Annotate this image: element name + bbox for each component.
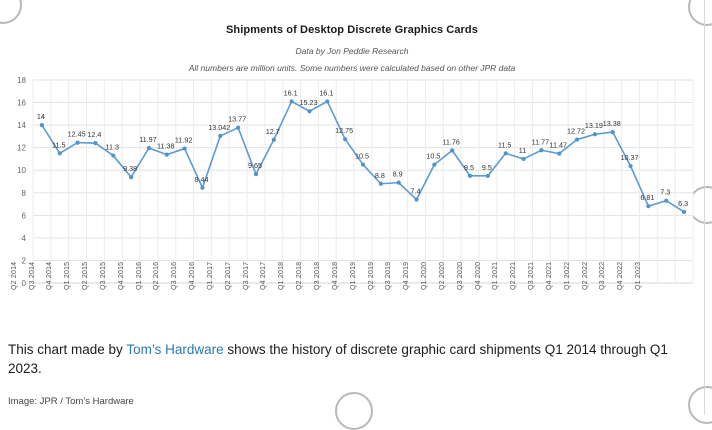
svg-text:8.44: 8.44: [194, 175, 208, 184]
caption-text-before: This chart made by: [8, 342, 127, 357]
svg-text:12.7: 12.7: [266, 127, 280, 136]
svg-text:7.4: 7.4: [411, 187, 421, 196]
toms-hardware-link[interactable]: Tom’s Hardware: [126, 342, 224, 357]
svg-text:11.92: 11.92: [175, 136, 192, 145]
svg-text:11.5: 11.5: [52, 140, 65, 149]
svg-text:14: 14: [17, 121, 26, 130]
svg-text:8.8: 8.8: [375, 171, 385, 180]
decorative-arc-bottom-center: [335, 392, 373, 430]
svg-text:11.97: 11.97: [139, 135, 156, 144]
svg-text:11: 11: [519, 146, 526, 155]
caption: This chart made by Tom’s Hardware shows …: [8, 340, 668, 378]
svg-text:11.77: 11.77: [532, 137, 549, 146]
svg-text:6: 6: [22, 211, 27, 220]
svg-text:12.45: 12.45: [68, 130, 86, 139]
svg-text:10.5: 10.5: [355, 152, 369, 161]
svg-text:16: 16: [17, 99, 26, 108]
svg-text:9.65: 9.65: [248, 161, 262, 170]
svg-text:12.4: 12.4: [87, 130, 101, 139]
svg-text:12.75: 12.75: [335, 126, 353, 135]
svg-text:13.042: 13.042: [208, 123, 230, 132]
svg-text:9.38: 9.38: [123, 164, 137, 173]
svg-text:11.3: 11.3: [106, 143, 119, 152]
svg-text:13.77: 13.77: [228, 115, 246, 124]
svg-text:4: 4: [22, 234, 27, 243]
svg-text:13.38: 13.38: [603, 119, 621, 128]
svg-text:7.3: 7.3: [660, 188, 670, 197]
chart-subtitle: Data by Jon Peddie Research: [295, 46, 409, 56]
svg-text:11.76: 11.76: [442, 137, 459, 146]
svg-text:10.37: 10.37: [621, 153, 639, 162]
svg-text:8: 8: [22, 189, 27, 198]
svg-text:6.3: 6.3: [678, 199, 688, 208]
x-axis-tick: Q1 2023: [635, 261, 643, 290]
svg-text:8.9: 8.9: [393, 170, 403, 179]
svg-text:9.5: 9.5: [464, 163, 474, 172]
svg-text:13.19: 13.19: [585, 121, 603, 130]
caption-text-after: shows the history of discrete graphic ca…: [8, 342, 668, 377]
svg-text:12: 12: [17, 144, 26, 153]
page-right-rule: [704, 0, 705, 415]
chart-note: All numbers are million units. Some numb…: [188, 63, 516, 73]
svg-text:6.81: 6.81: [640, 193, 654, 202]
chart-title: Shipments of Desktop Discrete Graphics C…: [226, 24, 478, 36]
svg-text:15.23: 15.23: [299, 98, 317, 107]
svg-text:0: 0: [22, 279, 27, 288]
svg-text:2: 2: [22, 256, 27, 265]
svg-text:12.72: 12.72: [567, 127, 585, 136]
svg-text:16.1: 16.1: [284, 88, 298, 97]
svg-text:11.47: 11.47: [549, 141, 566, 150]
svg-text:18: 18: [17, 76, 26, 85]
svg-text:10.5: 10.5: [426, 152, 440, 161]
decorative-arc-bottom-right: [688, 386, 712, 424]
plot-area: 0 2 4 6 8 10 12 14 16 18 14 11.5 12.45 12.4 11.3 9.38 11…: [8, 74, 696, 289]
svg-text:11.5: 11.5: [498, 140, 511, 149]
svg-text:10: 10: [17, 166, 26, 175]
svg-text:16.1: 16.1: [319, 88, 333, 97]
image-credit: Image: JPR / Tom’s Hardware: [8, 396, 134, 407]
svg-text:9.5: 9.5: [482, 163, 492, 172]
svg-text:14: 14: [37, 112, 45, 121]
chart-card: Shipments of Desktop Discrete Graphics C…: [8, 24, 696, 334]
svg-text:11.38: 11.38: [157, 142, 174, 151]
